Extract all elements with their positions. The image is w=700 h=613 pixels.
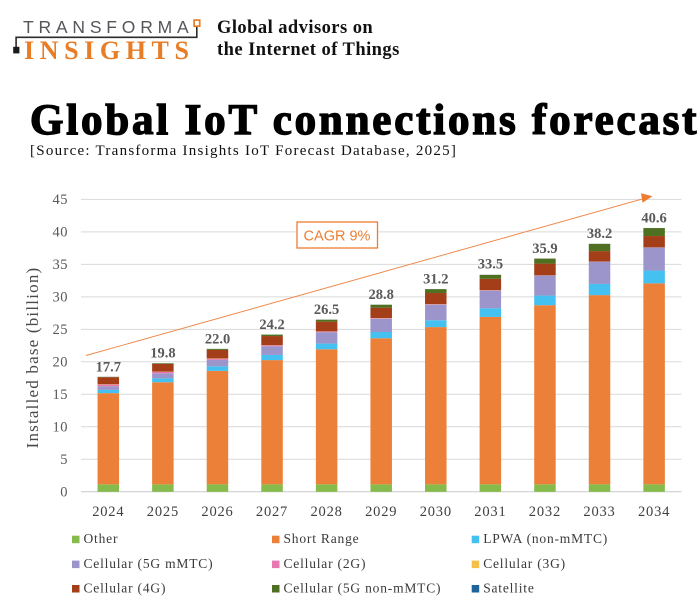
svg-text:LPWA (non-mMTC): LPWA (non-mMTC) bbox=[483, 531, 608, 546]
svg-text:31.2: 31.2 bbox=[423, 272, 448, 288]
svg-text:22.0: 22.0 bbox=[205, 331, 230, 347]
svg-text:2033: 2033 bbox=[583, 504, 615, 520]
svg-text:2031: 2031 bbox=[474, 504, 506, 520]
svg-text:Cellular (4G): Cellular (4G) bbox=[84, 580, 167, 595]
svg-text:Cellular (3G): Cellular (3G) bbox=[483, 556, 566, 571]
svg-text:CAGR 9%: CAGR 9% bbox=[304, 229, 371, 245]
svg-text:Cellular (2G): Cellular (2G) bbox=[284, 556, 367, 571]
svg-text:25: 25 bbox=[53, 322, 69, 338]
svg-text:33.5: 33.5 bbox=[478, 257, 503, 273]
svg-text:40.6: 40.6 bbox=[641, 211, 666, 227]
svg-text:2027: 2027 bbox=[256, 504, 288, 520]
svg-text:2028: 2028 bbox=[310, 504, 342, 520]
svg-text:Installed base (billion): Installed base (billion) bbox=[23, 267, 42, 449]
svg-text:38.2: 38.2 bbox=[587, 226, 612, 242]
svg-text:0: 0 bbox=[60, 485, 68, 501]
svg-text:30: 30 bbox=[53, 290, 69, 306]
svg-text:45: 45 bbox=[53, 192, 69, 208]
svg-text:Cellular (5G non-mMTC): Cellular (5G non-mMTC) bbox=[284, 580, 442, 595]
svg-text:26.5: 26.5 bbox=[314, 302, 339, 318]
svg-text:Satellite: Satellite bbox=[483, 580, 534, 595]
svg-text:Short Range: Short Range bbox=[284, 531, 360, 546]
svg-text:10: 10 bbox=[53, 420, 69, 436]
svg-text:15: 15 bbox=[53, 387, 69, 403]
svg-text:Other: Other bbox=[84, 531, 119, 546]
svg-text:2024: 2024 bbox=[92, 504, 124, 520]
svg-text:2026: 2026 bbox=[201, 504, 233, 520]
svg-text:40: 40 bbox=[53, 225, 69, 241]
svg-text:2029: 2029 bbox=[365, 504, 397, 520]
svg-text:2034: 2034 bbox=[638, 504, 670, 520]
svg-text:2025: 2025 bbox=[147, 504, 179, 520]
svg-text:2032: 2032 bbox=[529, 504, 561, 520]
svg-text:Cellular (5G mMTC): Cellular (5G mMTC) bbox=[84, 556, 214, 571]
svg-text:19.8: 19.8 bbox=[150, 346, 175, 362]
svg-text:5: 5 bbox=[60, 452, 68, 468]
svg-text:2030: 2030 bbox=[420, 504, 452, 520]
svg-text:28.8: 28.8 bbox=[369, 287, 394, 303]
svg-text:17.7: 17.7 bbox=[96, 359, 121, 375]
svg-text:35.9: 35.9 bbox=[532, 241, 557, 257]
svg-text:35: 35 bbox=[53, 257, 69, 273]
svg-text:20: 20 bbox=[53, 355, 69, 371]
svg-text:24.2: 24.2 bbox=[259, 317, 284, 333]
